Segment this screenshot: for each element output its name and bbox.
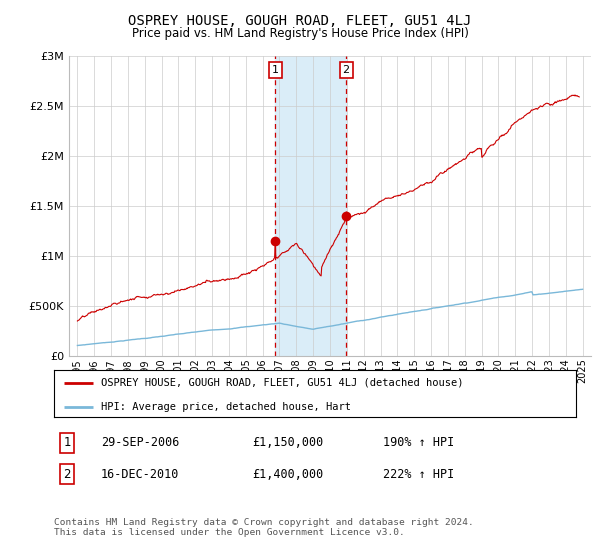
Text: 16-DEC-2010: 16-DEC-2010 (101, 468, 179, 480)
Text: 2: 2 (343, 65, 350, 75)
Text: OSPREY HOUSE, GOUGH ROAD, FLEET, GU51 4LJ (detached house): OSPREY HOUSE, GOUGH ROAD, FLEET, GU51 4L… (101, 378, 463, 388)
Text: 2: 2 (64, 468, 71, 480)
Text: Price paid vs. HM Land Registry's House Price Index (HPI): Price paid vs. HM Land Registry's House … (131, 27, 469, 40)
Text: 222% ↑ HPI: 222% ↑ HPI (383, 468, 454, 480)
Text: OSPREY HOUSE, GOUGH ROAD, FLEET, GU51 4LJ: OSPREY HOUSE, GOUGH ROAD, FLEET, GU51 4L… (128, 14, 472, 28)
Text: 1: 1 (272, 65, 279, 75)
Text: Contains HM Land Registry data © Crown copyright and database right 2024.
This d: Contains HM Land Registry data © Crown c… (54, 518, 474, 538)
Text: £1,400,000: £1,400,000 (253, 468, 323, 480)
Text: 29-SEP-2006: 29-SEP-2006 (101, 436, 179, 449)
Text: 190% ↑ HPI: 190% ↑ HPI (383, 436, 454, 449)
Text: 1: 1 (64, 436, 71, 449)
Text: HPI: Average price, detached house, Hart: HPI: Average price, detached house, Hart (101, 402, 351, 412)
Bar (275, 56, 346, 356)
Text: £1,150,000: £1,150,000 (253, 436, 323, 449)
